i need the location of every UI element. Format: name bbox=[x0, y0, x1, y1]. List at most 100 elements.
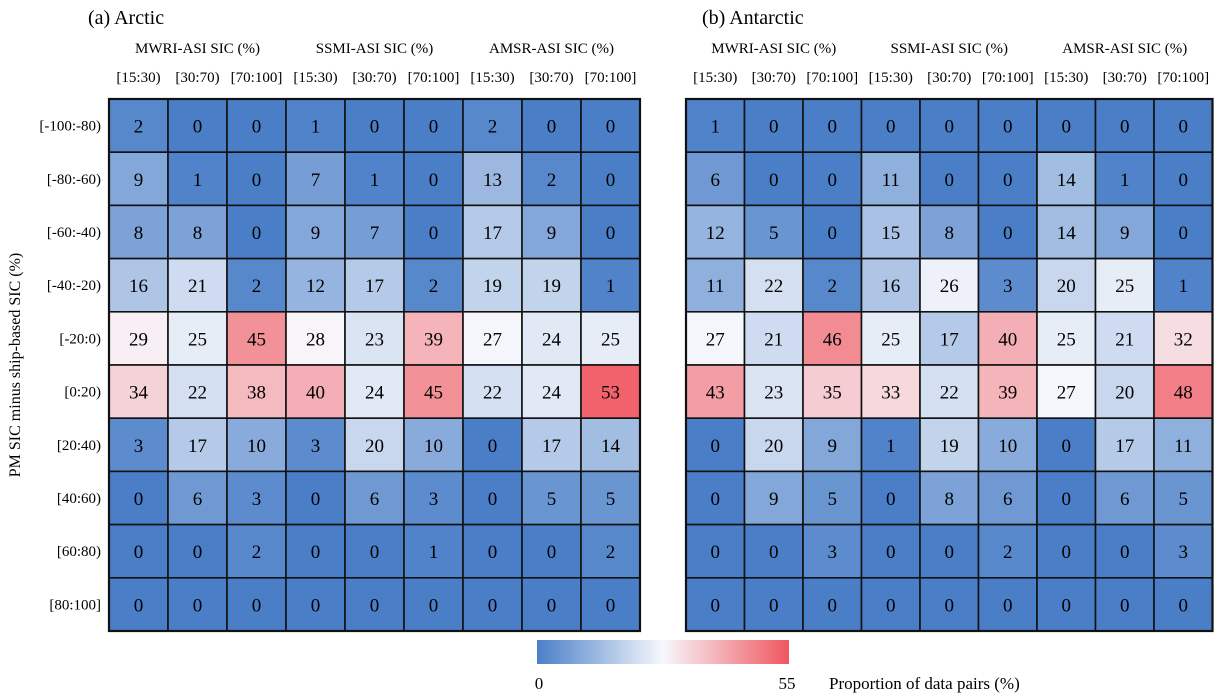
row-label: [-80:-60) bbox=[47, 172, 101, 188]
cell-value-label: 0 bbox=[1062, 117, 1072, 138]
heatmap-panel: (b) Antarctic MWRI-ASI SIC (%) SSMI-ASI SI… bbox=[684, 7, 1214, 633]
cell-value-label: 20 bbox=[1057, 276, 1076, 297]
cell-value-label: 40 bbox=[998, 329, 1017, 350]
cell-value-label: 0 bbox=[1003, 117, 1013, 138]
heatmap-cell bbox=[1036, 204, 1097, 260]
cell-value-label: 22 bbox=[940, 383, 959, 404]
cell-value-label: 0 bbox=[134, 489, 144, 510]
cell-value-label: 0 bbox=[488, 489, 498, 510]
cell-value-label: 0 bbox=[429, 170, 439, 191]
cell-value-label: 45 bbox=[424, 383, 443, 404]
cell-value-label: 2 bbox=[488, 117, 498, 138]
cell-value-label: 34 bbox=[129, 383, 149, 404]
heatmap-cell bbox=[743, 417, 804, 473]
cell-value-label: 19 bbox=[483, 276, 502, 297]
colorbar: 0 55 Proportion of data pairs (%) bbox=[535, 640, 1020, 693]
heatmap-cell bbox=[580, 310, 641, 366]
cell-value-label: 3 bbox=[828, 542, 838, 563]
cell-value-label: 24 bbox=[365, 383, 385, 404]
cell-value-label: 0 bbox=[711, 595, 721, 616]
cell-value-label: 0 bbox=[945, 117, 955, 138]
cell-value-label: 8 bbox=[945, 223, 955, 244]
cell-value-label: 25 bbox=[1057, 329, 1076, 350]
heatmap-cell bbox=[743, 204, 804, 260]
heatmap-cell bbox=[521, 364, 582, 420]
cell-value-label: 11 bbox=[1174, 436, 1192, 457]
heatmap-cell bbox=[285, 576, 346, 632]
cell-value-label: 0 bbox=[606, 117, 616, 138]
bin-label: [30:70) bbox=[752, 70, 796, 86]
heatmap-cell bbox=[685, 523, 746, 579]
heatmap-cell bbox=[743, 576, 804, 632]
cell-value-label: 21 bbox=[764, 329, 783, 350]
colorbar-max-label: 55 bbox=[779, 674, 796, 693]
cell-value-label: 0 bbox=[193, 117, 203, 138]
cell-value-label: 0 bbox=[711, 542, 721, 563]
cell-value-label: 7 bbox=[311, 170, 321, 191]
cell-value-label: 2 bbox=[252, 542, 262, 563]
cell-value-label: 19 bbox=[940, 436, 959, 457]
cell-value-label: 15 bbox=[881, 223, 900, 244]
cell-value-label: 2 bbox=[429, 276, 439, 297]
cell-value-label: 13 bbox=[483, 170, 502, 191]
cell-value-label: 29 bbox=[129, 329, 148, 350]
heatmap-cell bbox=[802, 576, 863, 632]
cell-value-label: 0 bbox=[1179, 170, 1189, 191]
heatmap-cell bbox=[685, 151, 746, 207]
heatmap-cell bbox=[580, 364, 641, 420]
cell-value-label: 0 bbox=[547, 117, 557, 138]
cell-value-label: 0 bbox=[252, 117, 262, 138]
heatmap-cell bbox=[108, 310, 169, 366]
cell-value-label: 11 bbox=[882, 170, 900, 191]
cell-value-label: 0 bbox=[370, 595, 380, 616]
bin-label: [30:70) bbox=[927, 70, 971, 86]
product-label: AMSR-ASI SIC (%) bbox=[489, 41, 614, 57]
row-label: [-100:-80) bbox=[39, 119, 101, 135]
cell-value-label: 0 bbox=[769, 595, 779, 616]
heatmap-cell bbox=[403, 470, 464, 526]
cell-value-label: 3 bbox=[252, 489, 262, 510]
cell-value-label: 0 bbox=[429, 595, 439, 616]
cell-value-label: 9 bbox=[1120, 223, 1130, 244]
heatmap-cell bbox=[462, 576, 523, 632]
cell-value-label: 0 bbox=[945, 595, 955, 616]
cell-value-label: 0 bbox=[606, 595, 616, 616]
heatmap-cell bbox=[977, 204, 1038, 260]
cell-value-label: 0 bbox=[1120, 595, 1130, 616]
cell-value-label: 22 bbox=[483, 383, 502, 404]
cell-value-label: 0 bbox=[1062, 489, 1072, 510]
cell-value-label: 17 bbox=[1115, 436, 1134, 457]
heatmap-cell bbox=[685, 310, 746, 366]
heatmap-cell bbox=[462, 523, 523, 579]
heatmap-panel: (a) Arctic MWRI-ASI SIC (%) SSMI-ASI SIC (… bbox=[7, 7, 642, 633]
heatmap-cell bbox=[977, 523, 1038, 579]
cell-value-label: 0 bbox=[252, 170, 262, 191]
cell-value-label: 1 bbox=[1120, 170, 1130, 191]
cell-value-label: 0 bbox=[311, 595, 321, 616]
panel-title: (b) Antarctic bbox=[702, 7, 804, 29]
heatmap-cell bbox=[860, 310, 921, 366]
cell-value-label: 6 bbox=[1003, 489, 1013, 510]
cell-value-label: 0 bbox=[769, 170, 779, 191]
cell-value-label: 0 bbox=[134, 542, 144, 563]
cell-value-label: 39 bbox=[424, 329, 443, 350]
cell-value-label: 11 bbox=[706, 276, 724, 297]
cell-value-label: 53 bbox=[601, 383, 620, 404]
cell-value-label: 38 bbox=[247, 383, 266, 404]
row-label: [-20:0) bbox=[59, 331, 101, 347]
colorbar-min-label: 0 bbox=[535, 674, 544, 693]
bin-label: [15:30) bbox=[1044, 70, 1088, 86]
heatmap-cell bbox=[344, 470, 405, 526]
heatmap-cell bbox=[285, 523, 346, 579]
heatmap-cell bbox=[285, 204, 346, 260]
cell-value-label: 0 bbox=[488, 436, 498, 457]
cell-value-label: 0 bbox=[547, 542, 557, 563]
cell-value-label: 0 bbox=[193, 595, 203, 616]
heatmap-cell bbox=[1036, 523, 1097, 579]
cell-value-label: 0 bbox=[886, 595, 896, 616]
cell-value-label: 25 bbox=[601, 329, 620, 350]
cell-value-label: 10 bbox=[424, 436, 443, 457]
cell-value-label: 0 bbox=[429, 223, 439, 244]
heatmap-cell bbox=[285, 364, 346, 420]
